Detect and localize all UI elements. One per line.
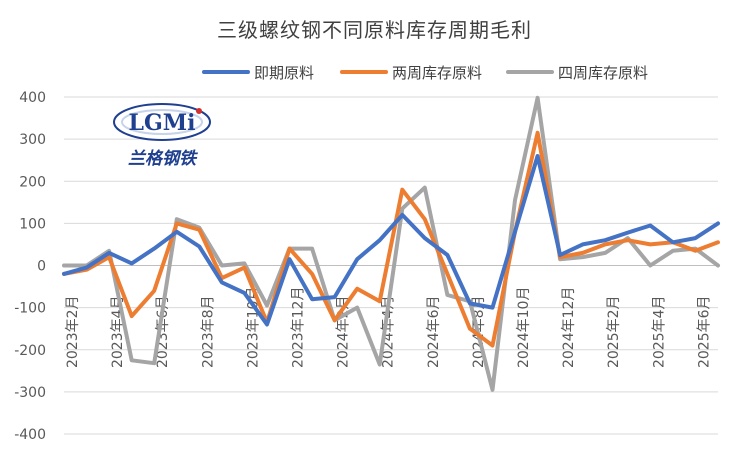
x-tick-label: 2025年2月 — [606, 295, 622, 368]
x-tick-label: 2023年2月 — [65, 295, 81, 368]
lgmi-logo: LGMi 兰格钢铁 — [113, 103, 211, 169]
series-line — [62, 95, 720, 392]
y-tick-label: 0 — [37, 259, 46, 275]
x-tick-label: 2023年6月 — [155, 295, 171, 368]
y-tick-label: 200 — [19, 174, 46, 190]
x-tick-label: 2023年12月 — [291, 287, 307, 368]
series-lines — [62, 95, 720, 392]
x-tick-label: 2025年6月 — [696, 295, 712, 368]
x-tick-label: 2024年6月 — [426, 295, 442, 368]
x-tick-label: 2023年10月 — [245, 287, 261, 368]
y-tick-label: 300 — [19, 132, 46, 148]
y-tick-label: -200 — [14, 343, 46, 359]
logo-text: LGMi — [129, 110, 196, 136]
x-tick-label: 2024年10月 — [516, 287, 532, 368]
y-tick-label: 100 — [19, 216, 46, 232]
chart-title: 三级螺纹钢不同原料库存周期毛利 — [217, 18, 532, 42]
series-line — [62, 154, 720, 327]
legend-label: 即期原料 — [254, 64, 314, 82]
y-axis-ticks: -400 -300 -200 -100 0 100 200 300 400 — [14, 90, 46, 443]
legend: 即期原料 两周库存原料 四周库存原料 — [202, 64, 648, 82]
logo-subtext: 兰格钢铁 — [128, 149, 199, 169]
y-tick-label: -300 — [14, 385, 46, 401]
x-tick-label: 2023年4月 — [110, 295, 126, 368]
x-tick-label: 2025年4月 — [651, 295, 667, 368]
legend-label: 两周库存原料 — [392, 64, 482, 82]
y-tick-label: -100 — [14, 301, 46, 317]
y-tick-label: -400 — [14, 427, 46, 443]
x-tick-label: 2023年8月 — [200, 295, 216, 368]
legend-label: 四周库存原料 — [558, 64, 648, 82]
y-tick-label: 400 — [19, 90, 46, 106]
x-tick-label: 2024年4月 — [381, 295, 397, 368]
x-tick-label: 2024年12月 — [561, 287, 577, 368]
